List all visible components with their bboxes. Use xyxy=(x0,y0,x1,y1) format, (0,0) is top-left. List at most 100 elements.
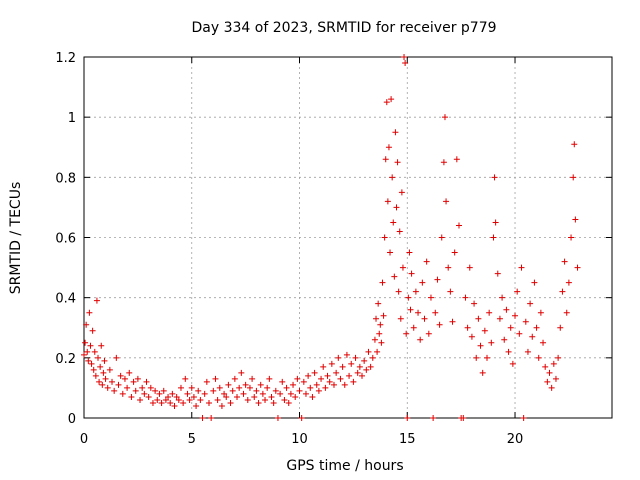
data-point xyxy=(392,129,399,136)
data-point xyxy=(397,315,404,322)
data-point xyxy=(451,249,458,256)
data-point xyxy=(501,336,508,343)
data-point xyxy=(529,333,536,340)
data-point xyxy=(425,330,432,337)
chart-title: Day 334 of 2023, SRMTID for receiver p77… xyxy=(191,20,496,36)
data-point xyxy=(221,390,228,397)
data-point xyxy=(337,375,344,382)
data-point xyxy=(348,360,355,367)
data-point xyxy=(309,393,316,400)
data-point xyxy=(158,399,165,406)
data-point xyxy=(272,387,279,394)
data-point xyxy=(320,363,327,370)
data-point xyxy=(432,309,439,316)
data-point xyxy=(175,396,182,403)
data-point xyxy=(477,342,484,349)
data-point xyxy=(270,399,277,406)
data-point xyxy=(427,294,434,301)
data-point xyxy=(145,393,152,400)
data-point xyxy=(210,387,217,394)
data-point xyxy=(100,369,107,376)
data-point xyxy=(84,348,91,355)
data-point xyxy=(509,360,516,367)
y-tick-label: 1 xyxy=(68,111,76,126)
data-point xyxy=(86,309,93,316)
data-point xyxy=(415,309,422,316)
data-point xyxy=(244,396,251,403)
data-point xyxy=(223,393,230,400)
data-point xyxy=(330,381,337,388)
data-point xyxy=(406,249,413,256)
data-point xyxy=(184,390,191,397)
data-point xyxy=(356,363,363,370)
data-point xyxy=(520,415,527,421)
data-point xyxy=(403,330,410,337)
data-point xyxy=(542,363,549,370)
data-point xyxy=(149,399,156,406)
data-point xyxy=(326,378,333,385)
data-point xyxy=(486,309,493,316)
data-point xyxy=(205,399,212,406)
data-point xyxy=(387,249,394,256)
data-point xyxy=(462,294,469,301)
data-point xyxy=(167,399,174,406)
data-point xyxy=(524,348,531,355)
data-point xyxy=(535,354,542,361)
data-point xyxy=(380,312,387,319)
data-point xyxy=(475,315,482,322)
y-tick-label: 0.2 xyxy=(55,352,76,367)
data-point xyxy=(389,174,396,181)
data-point xyxy=(130,378,137,385)
data-point xyxy=(537,309,544,316)
data-point xyxy=(544,378,551,385)
data-point xyxy=(484,354,491,361)
data-point xyxy=(218,402,225,409)
data-point xyxy=(341,381,348,388)
y-tick-label: 0.4 xyxy=(55,292,76,307)
data-point xyxy=(550,360,557,367)
data-point xyxy=(363,366,370,373)
data-point xyxy=(571,141,578,148)
data-point xyxy=(404,415,411,421)
data-point xyxy=(374,348,381,355)
data-point xyxy=(322,384,329,391)
data-point xyxy=(98,342,105,349)
data-point xyxy=(257,381,264,388)
y-axis-title: SRMTID / TECUs xyxy=(8,182,24,295)
data-point xyxy=(214,396,221,403)
data-point xyxy=(373,315,380,322)
data-point xyxy=(449,318,456,325)
data-point xyxy=(369,354,376,361)
data-point xyxy=(290,381,297,388)
data-point xyxy=(111,387,118,394)
data-point xyxy=(453,156,460,163)
x-tick-label: 0 xyxy=(80,432,88,447)
data-point xyxy=(197,396,204,403)
data-point xyxy=(434,276,441,283)
data-point xyxy=(555,354,562,361)
data-point xyxy=(225,381,232,388)
data-point xyxy=(83,321,90,328)
data-point xyxy=(423,258,430,265)
data-point xyxy=(359,372,366,379)
data-point xyxy=(102,375,109,382)
data-point xyxy=(385,144,392,151)
data-point xyxy=(505,348,512,355)
data-point xyxy=(339,363,346,370)
data-point xyxy=(343,351,350,358)
data-point xyxy=(445,264,452,271)
data-point xyxy=(460,415,467,421)
y-tick-label: 0.6 xyxy=(55,232,76,247)
data-point xyxy=(379,279,386,286)
data-point xyxy=(507,324,514,331)
data-point xyxy=(115,381,122,388)
data-point xyxy=(552,375,559,382)
data-point xyxy=(518,264,525,271)
data-point xyxy=(447,288,454,295)
data-point xyxy=(128,393,135,400)
data-point xyxy=(305,372,312,379)
data-point xyxy=(302,390,309,397)
x-tick-label: 10 xyxy=(291,432,308,447)
data-point xyxy=(384,198,391,205)
